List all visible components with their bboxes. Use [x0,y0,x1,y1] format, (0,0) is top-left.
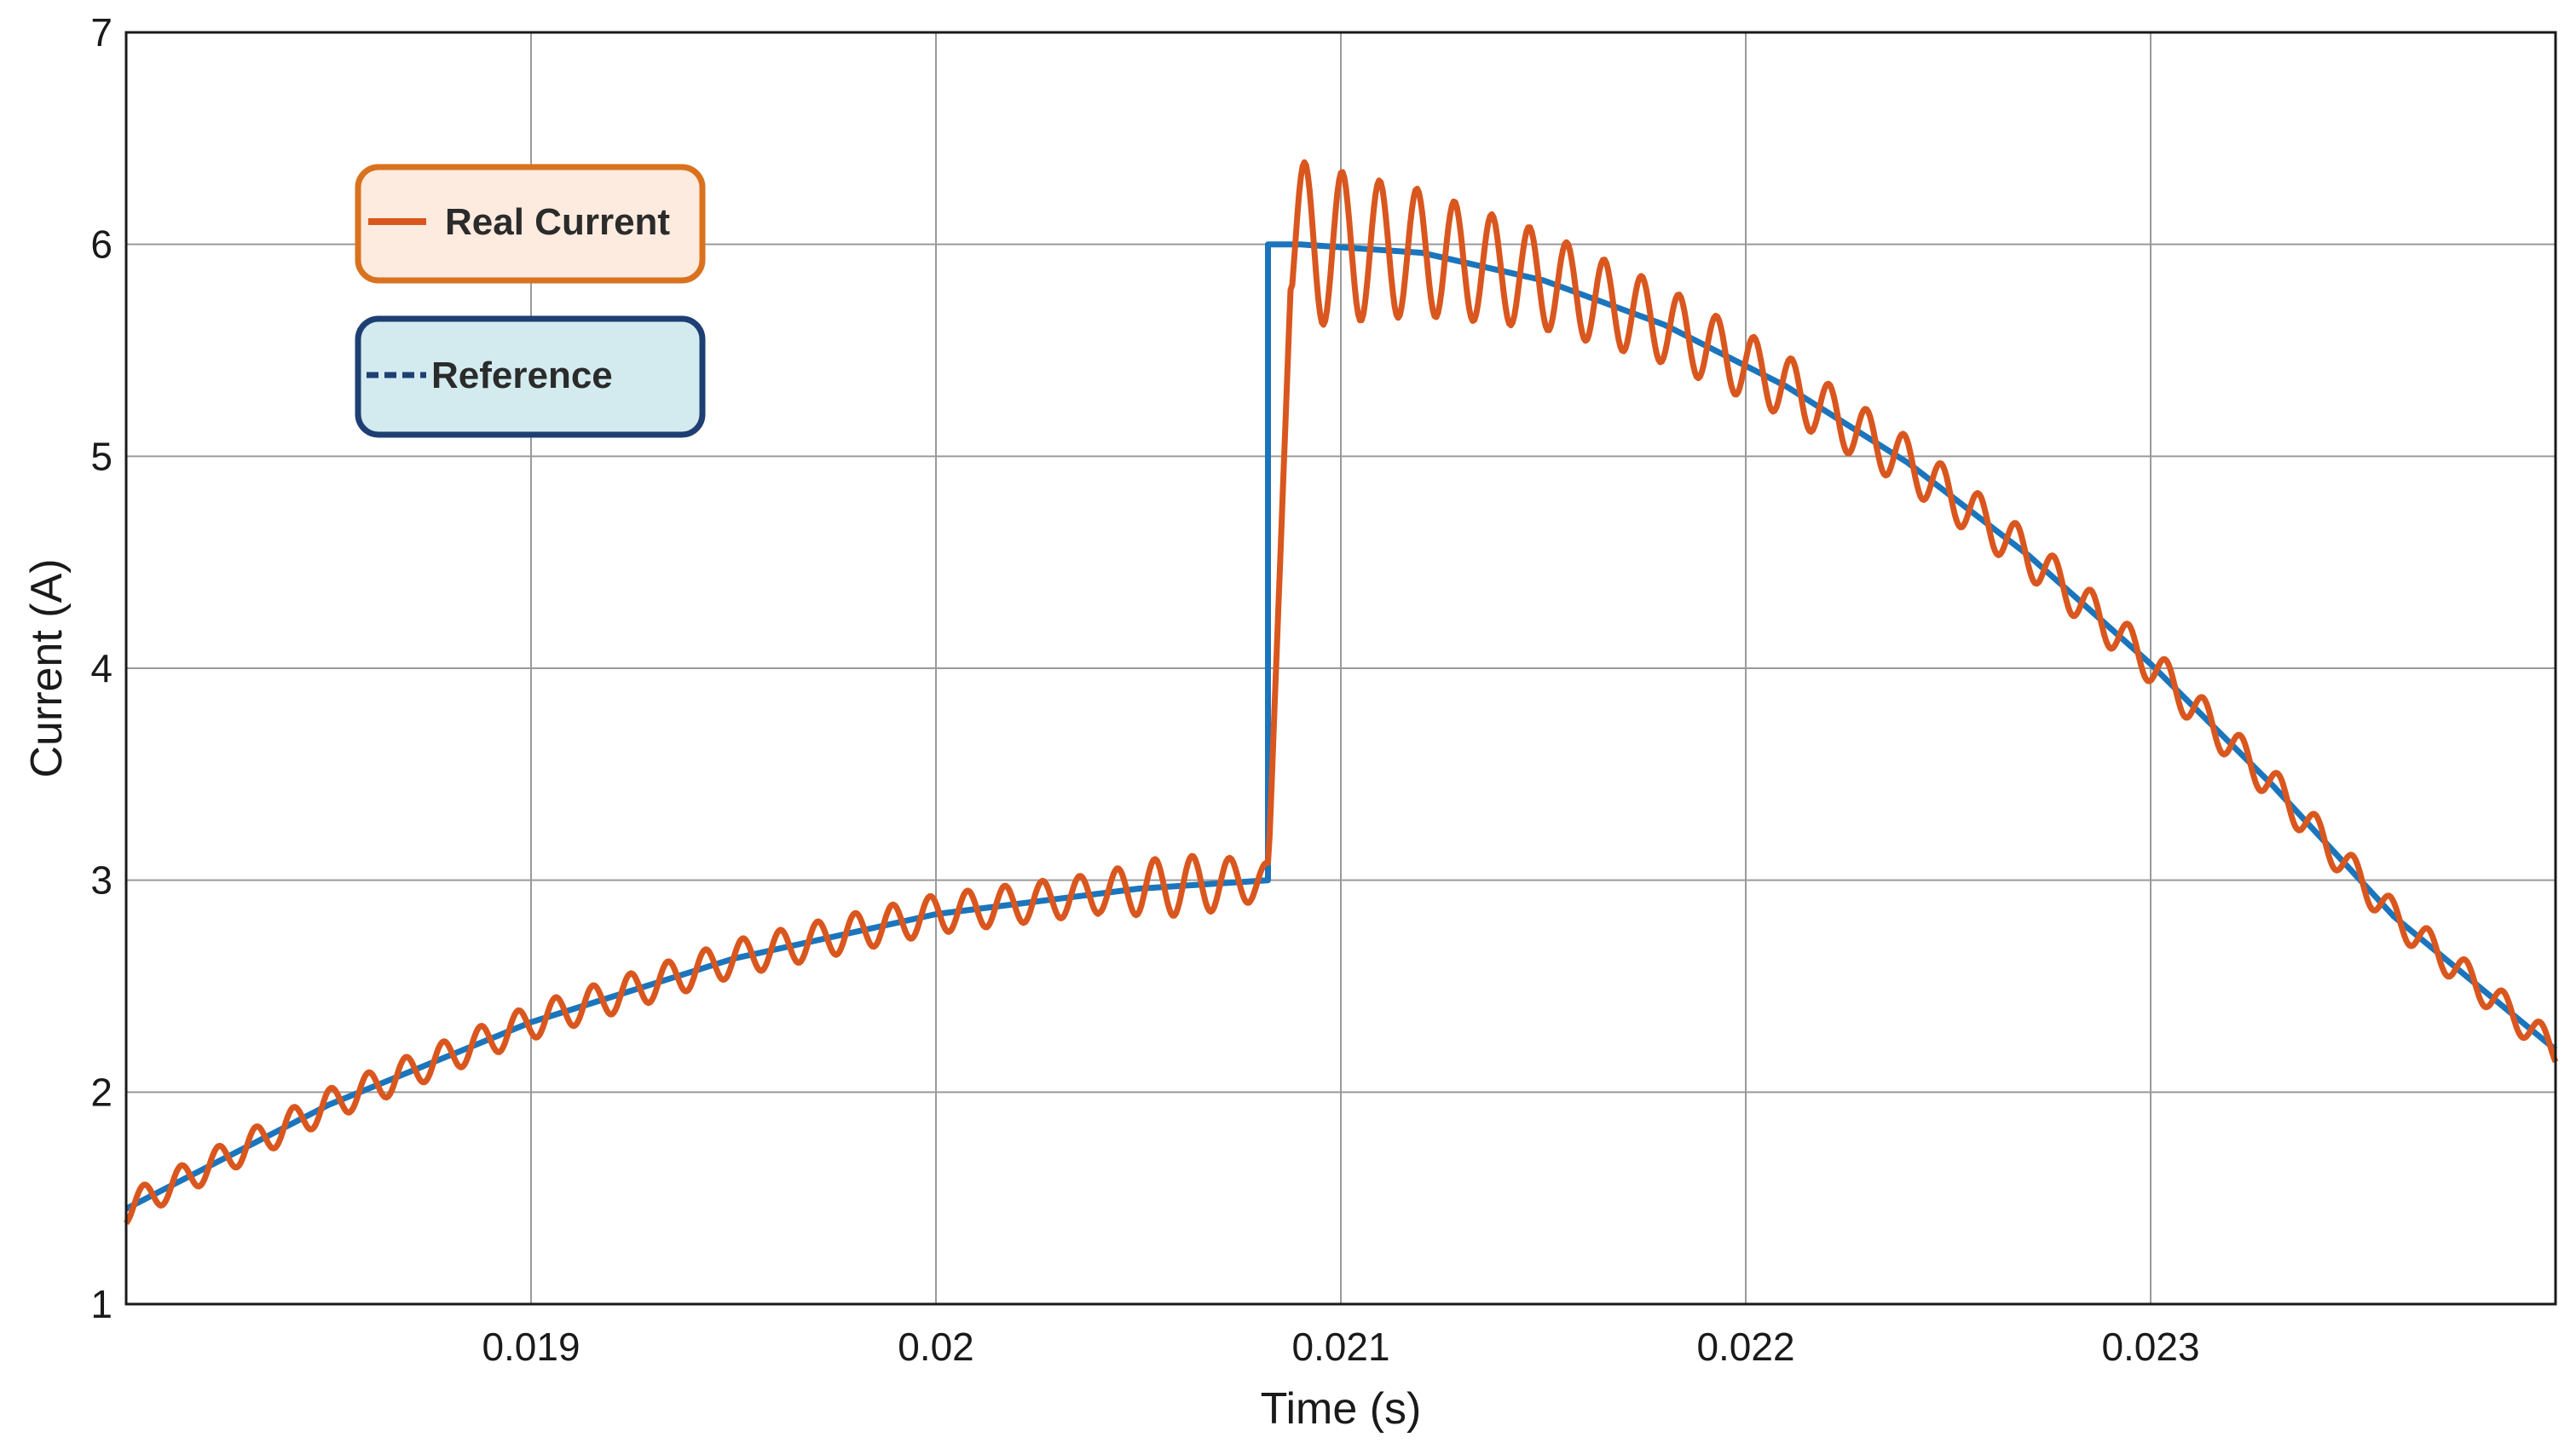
series-real-current-line [124,159,2559,1226]
x-tick-label: 0.02 [898,1325,974,1369]
legend-real-current: Real Current [355,164,706,284]
legend-reference-label: Reference [431,355,613,396]
y-axis-label: Current (A) [22,558,72,777]
x-tick-label: 0.023 [2101,1325,2199,1369]
y-tick-label: 1 [90,1282,113,1326]
legend-real-current-box [355,164,706,284]
tick-labels: 0.019 0.02 0.021 0.022 0.023 1 2 3 4 5 6 7 [90,10,2199,1369]
x-axis-label: Time (s) [1261,1384,1422,1434]
y-tick-label: 6 [90,222,113,267]
y-tick-label: 3 [90,858,113,903]
x-tick-label: 0.019 [482,1325,580,1369]
y-tick-label: 2 [90,1070,113,1114]
y-tick-label: 4 [90,646,113,690]
plot-frame [124,31,2557,1306]
x-tick-label: 0.021 [1291,1325,1389,1369]
x-tick-label: 0.022 [1696,1325,1794,1369]
legend-reference-box [355,315,706,438]
series-layer [124,159,2559,1226]
legend-reference: Reference [355,315,706,438]
legend-real-current-label: Real Current [445,201,670,243]
y-tick-label: 5 [90,434,113,478]
y-tick-label: 7 [90,10,113,55]
